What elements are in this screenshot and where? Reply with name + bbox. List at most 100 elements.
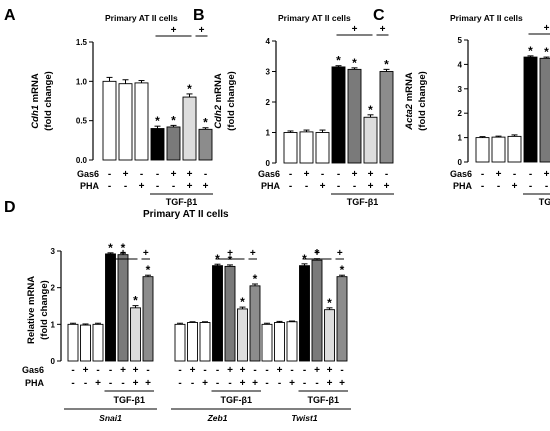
pha-sign: +	[187, 181, 193, 192]
bar-5	[363, 116, 378, 164]
pha-sign: -	[71, 378, 74, 389]
gas6-sign: +	[190, 365, 196, 376]
significance-star: *	[228, 253, 233, 267]
pha-sign: -	[315, 378, 318, 389]
y-tick-label: 0	[51, 357, 56, 366]
y-axis-label: Relative mRNA	[26, 276, 37, 344]
gas6-sign: +	[227, 365, 233, 376]
y-tick-label: 3	[458, 85, 463, 94]
bar-1	[491, 136, 506, 163]
comparison-plus: +	[120, 248, 126, 259]
gas6-sign: -	[156, 169, 159, 180]
gas6-sign: +	[133, 365, 139, 376]
pha-sign: -	[156, 181, 159, 192]
pha-sign: -	[84, 378, 87, 389]
y-tick-label: 1	[51, 320, 56, 329]
bar-0-5	[130, 307, 141, 362]
gas6-sign: +	[496, 169, 502, 180]
significance-star: *	[315, 247, 320, 261]
pha-sign: +	[320, 181, 326, 192]
pha-sign: -	[191, 378, 194, 389]
tgf-label: TGF-β1	[114, 395, 146, 405]
comparison-plus: +	[352, 24, 358, 35]
gas6-sign: +	[240, 365, 246, 376]
gas6-sign: +	[314, 365, 320, 376]
y-axis-label: Acta2 mRNA	[404, 72, 415, 131]
y-axis-label: Cdh2 mRNA	[213, 73, 224, 129]
y-tick-label: 0.0	[76, 156, 88, 165]
comparison-plus: +	[250, 248, 256, 259]
pha-sign: -	[228, 378, 231, 389]
gas6-sign: +	[83, 365, 89, 376]
gas6-sign: -	[337, 169, 340, 180]
pha-sign: -	[497, 181, 500, 192]
bar-0-1	[80, 324, 91, 362]
pha-sign: -	[109, 378, 112, 389]
y-axis-label: Cdh1 mRNA	[30, 73, 41, 129]
significance-star: *	[340, 263, 345, 277]
significance-star: *	[253, 272, 258, 286]
pha-sign: +	[384, 181, 390, 192]
gas6-sign: +	[277, 365, 283, 376]
bar-0	[475, 137, 490, 163]
gas6-sign: -	[385, 169, 388, 180]
comparison-plus: +	[337, 248, 343, 259]
significance-star: *	[544, 45, 549, 59]
gas6-sign: -	[340, 365, 343, 376]
significance-star: *	[352, 56, 357, 70]
y-tick-label: 2	[458, 109, 463, 118]
bar-4	[539, 57, 550, 163]
significance-star: *	[155, 114, 160, 128]
y-tick-label: 4	[458, 60, 463, 69]
bar-5	[182, 96, 197, 161]
bar-0	[102, 80, 117, 161]
pha-sign: -	[108, 181, 111, 192]
bar-2-4	[311, 259, 323, 362]
row-label-gas6: Gas6	[22, 365, 44, 375]
significance-star: *	[203, 116, 208, 130]
gas6-sign: -	[146, 365, 149, 376]
bar-1-3	[212, 265, 223, 362]
gas6-sign: -	[178, 365, 181, 376]
y-axis-label-units: (fold change)	[39, 280, 50, 340]
y-tick-label: 2	[51, 284, 56, 293]
pha-sign: -	[172, 181, 175, 192]
bar-2	[507, 135, 522, 163]
gas6-sign: +	[304, 169, 310, 180]
row-label-gas6: Gas6	[77, 169, 99, 179]
pha-sign: +	[145, 378, 151, 389]
pha-sign: +	[133, 378, 139, 389]
gas6-sign: -	[265, 365, 268, 376]
gene-label: Twist1	[291, 413, 317, 423]
bar-3	[523, 56, 538, 163]
gas6-sign: +	[171, 169, 177, 180]
tgf-label: TGF-β1	[347, 197, 379, 207]
gas6-sign: -	[108, 169, 111, 180]
pha-sign: +	[368, 181, 374, 192]
y-tick-label: 1.5	[76, 38, 88, 47]
bar-4	[347, 68, 362, 164]
tgf-label: TGF-β1	[308, 395, 340, 405]
tgf-label: TGF-β1	[166, 197, 198, 207]
y-tick-label: 1	[458, 134, 463, 143]
tgf-label: TGF-β1	[221, 395, 253, 405]
significance-star: *	[528, 44, 533, 58]
gas6-sign: -	[109, 365, 112, 376]
y-axis-label-units: (fold change)	[226, 71, 237, 131]
tgf-label: TGF-β1	[539, 197, 550, 207]
panel-letter-c: C	[373, 7, 385, 24]
gas6-sign: -	[513, 169, 516, 180]
pha-sign: -	[529, 181, 532, 192]
pha-sign: -	[353, 181, 356, 192]
gas6-sign: -	[529, 169, 532, 180]
significance-star: *	[187, 82, 192, 96]
bar-2	[134, 82, 149, 161]
bar-1-5	[237, 308, 248, 362]
pha-sign: -	[305, 181, 308, 192]
bar-0	[283, 132, 298, 164]
bar-0-6	[142, 276, 154, 362]
y-tick-label: 2	[266, 98, 271, 107]
bar-0-3	[105, 253, 116, 362]
significance-star: *	[121, 241, 126, 255]
